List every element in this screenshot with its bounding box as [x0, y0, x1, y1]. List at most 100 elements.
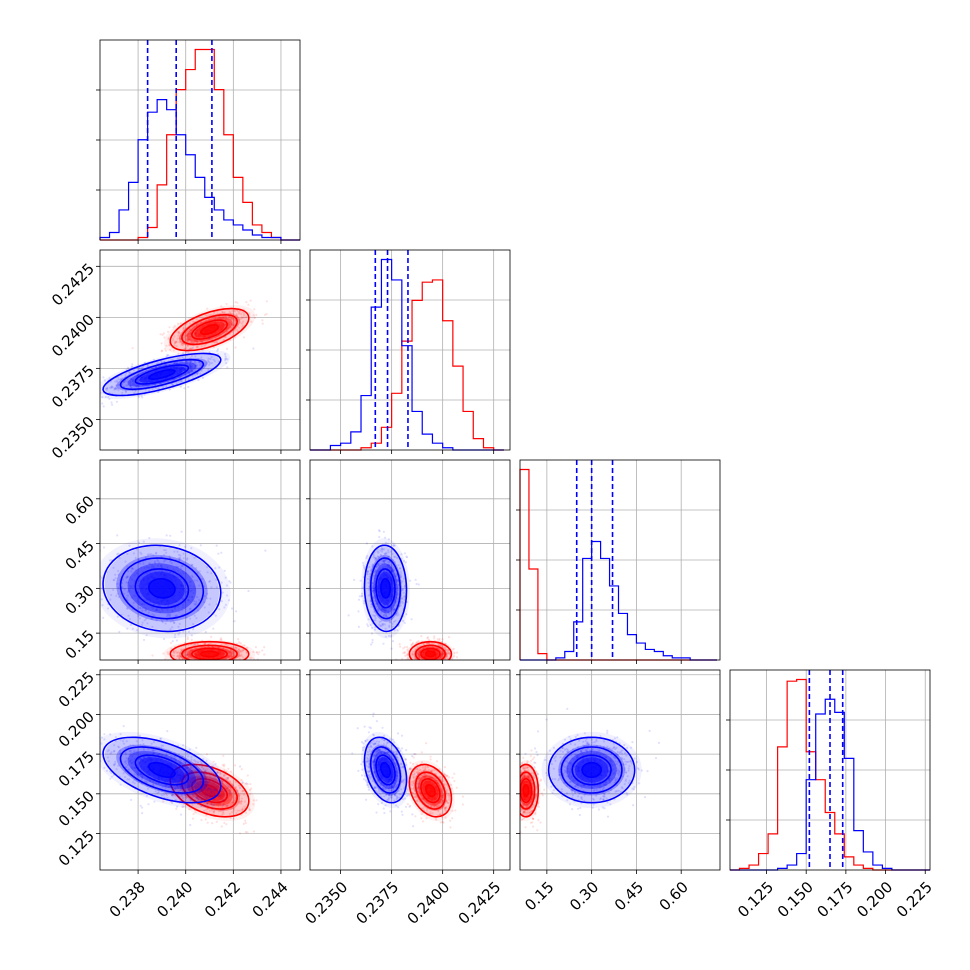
scatter-point — [374, 619, 377, 622]
scatter-point — [186, 558, 189, 561]
scatter-point — [244, 831, 247, 834]
scatter-point — [371, 586, 374, 589]
scatter-point — [137, 580, 141, 583]
scatter-point — [131, 363, 134, 366]
scatter-point — [204, 642, 207, 645]
scatter-point — [176, 655, 179, 658]
scatter-point — [367, 625, 370, 628]
scatter-point — [366, 577, 369, 581]
scatter-point — [231, 801, 234, 804]
scatter-point — [112, 578, 115, 582]
scatter-point — [233, 329, 236, 332]
scatter-point — [377, 564, 381, 567]
scatter-point — [198, 663, 200, 665]
scatter-point — [213, 662, 215, 664]
scatter-point — [217, 334, 220, 337]
scatter-point — [221, 310, 224, 313]
scatter-point — [389, 567, 392, 570]
scatter-point — [185, 362, 188, 365]
scatter-point — [167, 613, 170, 616]
scatter-point — [119, 378, 122, 381]
scatter-point — [230, 651, 233, 654]
scatter-point — [96, 394, 98, 396]
scatter-point — [196, 372, 199, 375]
scatter-point — [216, 802, 219, 805]
scatter-point — [399, 576, 402, 579]
scatter-point — [236, 647, 239, 650]
scatter-point — [175, 651, 178, 654]
scatter-point — [190, 563, 193, 566]
scatter-point — [379, 568, 382, 571]
scatter-point — [241, 790, 244, 793]
scatter-point — [387, 566, 390, 569]
scatter-point — [198, 570, 201, 573]
contour-red-0 — [169, 307, 250, 352]
scatter-point — [189, 663, 191, 665]
scatter-point — [409, 579, 412, 582]
scatter-point — [455, 656, 459, 659]
scatter-point — [265, 312, 268, 316]
scatter-point — [217, 803, 220, 806]
scatter-point — [238, 802, 241, 805]
scatter-point — [446, 653, 449, 656]
scatter-point — [115, 384, 118, 387]
scatter-point — [208, 580, 211, 583]
scatter-point — [233, 319, 236, 322]
scatter-point — [219, 810, 222, 813]
scatter-point — [190, 658, 193, 660]
scatter-point — [200, 667, 202, 669]
scatter-point — [171, 619, 174, 622]
scatter-point — [410, 643, 413, 647]
scatter-point — [153, 383, 156, 386]
scatter-point — [220, 668, 222, 670]
scatter-point — [190, 370, 193, 373]
scatter-point — [223, 763, 226, 766]
scatter-point — [111, 403, 114, 406]
scatter-point — [418, 654, 421, 657]
scatter-point — [445, 661, 447, 663]
scatter-point — [371, 545, 374, 548]
scatter-point — [199, 663, 201, 665]
scatter-point — [133, 392, 136, 395]
scatter-point — [230, 655, 233, 659]
scatter-point — [441, 654, 445, 657]
scatter-point — [402, 577, 405, 580]
scatter-point — [395, 600, 398, 603]
scatter-point — [442, 652, 445, 656]
scatter-point — [197, 379, 200, 382]
scatter-point — [396, 614, 399, 617]
scatter-point — [232, 324, 235, 327]
scatter-point — [170, 562, 173, 565]
contour-red-1 — [181, 644, 238, 660]
scatter-point — [411, 641, 414, 645]
scatter-point — [383, 548, 386, 551]
scatter-point — [385, 609, 388, 612]
scatter-point — [240, 654, 243, 658]
scatter-point — [209, 802, 212, 805]
scatter-point — [165, 355, 168, 358]
scatter-point — [127, 366, 130, 369]
scatter-point — [199, 372, 202, 375]
scatter-point — [395, 596, 398, 599]
scatter-point — [151, 367, 154, 370]
scatter-point — [442, 653, 445, 656]
scatter-point — [416, 646, 419, 649]
scatter-point — [187, 335, 190, 338]
scatter-point — [118, 630, 121, 634]
scatter-point — [126, 565, 129, 568]
scatter-point — [141, 384, 144, 387]
scatter-point — [124, 373, 127, 377]
scatter-point — [371, 626, 374, 630]
scatter-point — [132, 378, 135, 381]
scatter-point — [178, 610, 181, 613]
scatter-point — [384, 614, 388, 617]
scatter-point — [186, 656, 189, 659]
scatter-point — [189, 651, 192, 654]
scatter-point — [444, 648, 447, 651]
scatter-point — [402, 595, 405, 598]
scatter-point — [115, 594, 118, 597]
hist-blue-0 — [99, 99, 300, 241]
scatter-point — [135, 384, 138, 387]
scatter-point — [182, 326, 186, 329]
scatter-point — [178, 759, 181, 762]
